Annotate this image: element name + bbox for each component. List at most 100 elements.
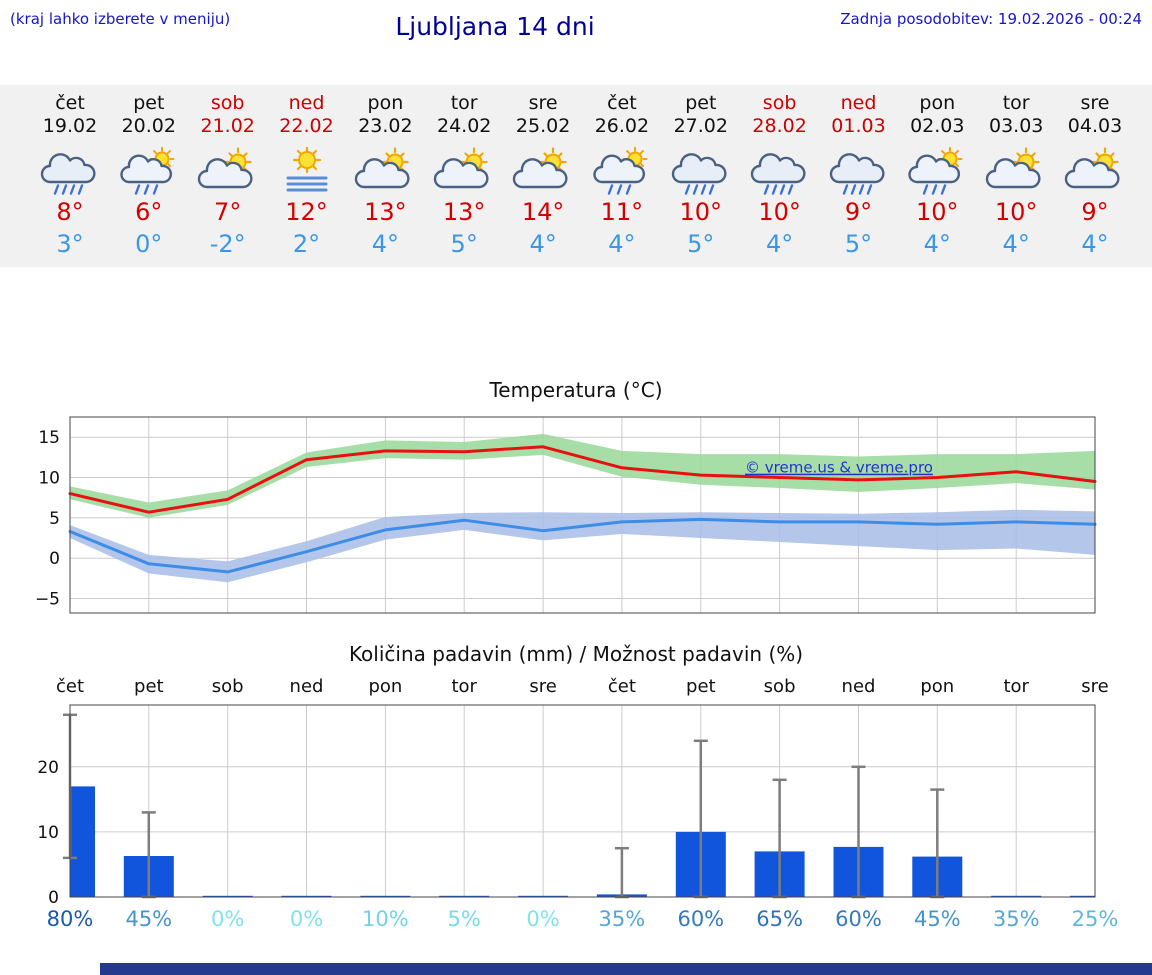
min-temperature: 4° [529, 230, 557, 258]
uncertainty-band [70, 509, 1095, 583]
temp-ytick: 0 [49, 549, 60, 569]
weather-icon-partly-sunny [511, 147, 575, 195]
precip-probability: 0% [211, 907, 244, 931]
day-date: 26.02 [594, 115, 650, 137]
day-name: sob [762, 92, 797, 114]
day-column: pet 27.02 10° 5° [655, 85, 747, 258]
precip-bar [518, 895, 569, 897]
day-name: tor [1002, 92, 1030, 114]
temperature-chart: −5 0 5 10 15 © vreme.us & vreme.pro [35, 416, 1097, 614]
day-column: ned 22.02 12° 2° [261, 85, 353, 258]
precip-bar [360, 895, 411, 897]
precip-bar [439, 895, 490, 897]
day-date: 23.02 [358, 115, 413, 137]
precip-probability: 35% [993, 907, 1040, 931]
precip-day-label: pon [368, 676, 402, 697]
max-temperature: 14° [521, 198, 565, 226]
max-temperature: 13° [442, 198, 486, 226]
min-temperature: 5° [844, 230, 873, 258]
day-column: sob 21.02 7° -2° [182, 85, 274, 258]
min-temperature: 4° [608, 230, 636, 258]
weather-icon-partly-sunny [196, 147, 260, 195]
precip-probability: 10% [362, 907, 409, 931]
min-temperature: 5° [687, 230, 715, 258]
temp-ytick: −5 [35, 590, 60, 610]
weather-icon-sun-rain [905, 147, 969, 195]
precip-day-label: sob [764, 676, 796, 697]
day-name: ned [288, 92, 325, 114]
max-temperature: 10° [679, 198, 723, 226]
day-name: tor [450, 92, 478, 114]
max-temperature: 10° [758, 198, 801, 226]
precip-day-label: čet [56, 676, 84, 697]
precip-probability: 45% [914, 907, 961, 931]
day-column: čet 26.02 11° 4° [576, 85, 668, 258]
uncertainty-band [70, 433, 1095, 518]
min-temperature: 3° [56, 230, 84, 258]
watermark-link[interactable]: © vreme.us & vreme.pro [745, 459, 933, 477]
day-date: 20.02 [121, 115, 176, 137]
days-strip: čet 19.02 8° 3° pet 20.02 6° 0° sob 21.0… [0, 85, 1152, 267]
temperature-chart-title: Temperatura (°C) [489, 378, 663, 402]
max-temperature: 10° [916, 198, 959, 226]
min-temperature: 4° [371, 230, 400, 258]
precip-day-label: tor [1003, 676, 1029, 697]
min-temperature: 4° [1081, 230, 1109, 258]
day-column: sob 28.02 10° 4° [734, 85, 826, 258]
temp-ytick: 10 [38, 469, 60, 489]
min-temperature: 0° [135, 230, 163, 258]
day-column: pon 23.02 13° 4° [339, 85, 431, 258]
day-date: 27.02 [673, 115, 728, 137]
min-temperature: -2° [209, 230, 246, 258]
precip-probability: 65% [756, 907, 803, 931]
precip-day-label: sre [529, 676, 556, 697]
bottom-bar [100, 963, 1152, 975]
temp-line [68, 517, 1097, 574]
weather-icon-sun-rain [590, 147, 654, 195]
day-name: čet [607, 92, 637, 114]
precip-day-label: ned [290, 676, 324, 697]
precip-probability: 45% [125, 907, 172, 931]
weather-icon-partly-sunny [1063, 147, 1127, 195]
min-temperature: 5° [450, 230, 478, 258]
max-temperature: 6° [135, 198, 163, 226]
weather-icon-rain [38, 147, 102, 195]
weather-icon-sun-rain [117, 147, 181, 195]
day-date: 28.02 [752, 115, 807, 137]
weather-icon-partly-sunny [432, 147, 496, 195]
weather-icon-partly-sunny [353, 147, 417, 195]
location-menu-note: (kraj lahko izberete v meniju) [10, 10, 231, 28]
precip-probability: 80% [47, 907, 94, 931]
precip-probability: 25% [1072, 907, 1119, 931]
precip-bar [991, 895, 1042, 897]
max-temperature: 7° [214, 198, 242, 226]
precip-probability: 60% [835, 907, 882, 931]
max-temperature: 11° [600, 198, 644, 226]
precip-probability: 35% [599, 907, 646, 931]
day-date: 22.02 [279, 115, 334, 137]
page-title: Ljubljana 14 dni [395, 12, 595, 41]
max-temperature: 10° [994, 198, 1038, 226]
day-column: tor 24.02 13° 5° [418, 85, 510, 258]
weather-icon-rain [827, 147, 891, 195]
precip-day-label: pet [686, 676, 716, 697]
weather-icon-sun-fog [275, 147, 339, 195]
weather-icon-rain [748, 147, 812, 195]
day-date: 19.02 [42, 115, 98, 137]
day-date: 01.03 [831, 115, 886, 137]
precip-day-label: sob [212, 676, 244, 697]
weather-icon-rain [669, 147, 733, 195]
day-column: čet 19.02 8° 3° [24, 85, 116, 258]
precipitation-chart-title: Količina padavin (mm) / Možnost padavin … [348, 642, 804, 666]
day-column: pon 02.03 10° 4° [891, 85, 983, 258]
weather-icon-partly-sunny [984, 147, 1048, 195]
min-temperature: 4° [1002, 230, 1030, 258]
day-column: pet 20.02 6° 0° [103, 85, 195, 258]
precip-day-label: sre [1081, 676, 1108, 697]
max-temperature: 13° [364, 198, 407, 226]
day-name: sre [528, 92, 558, 114]
precip-day-label: ned [842, 676, 876, 697]
precip-bar [202, 895, 253, 897]
precip-probability: 0% [526, 907, 559, 931]
